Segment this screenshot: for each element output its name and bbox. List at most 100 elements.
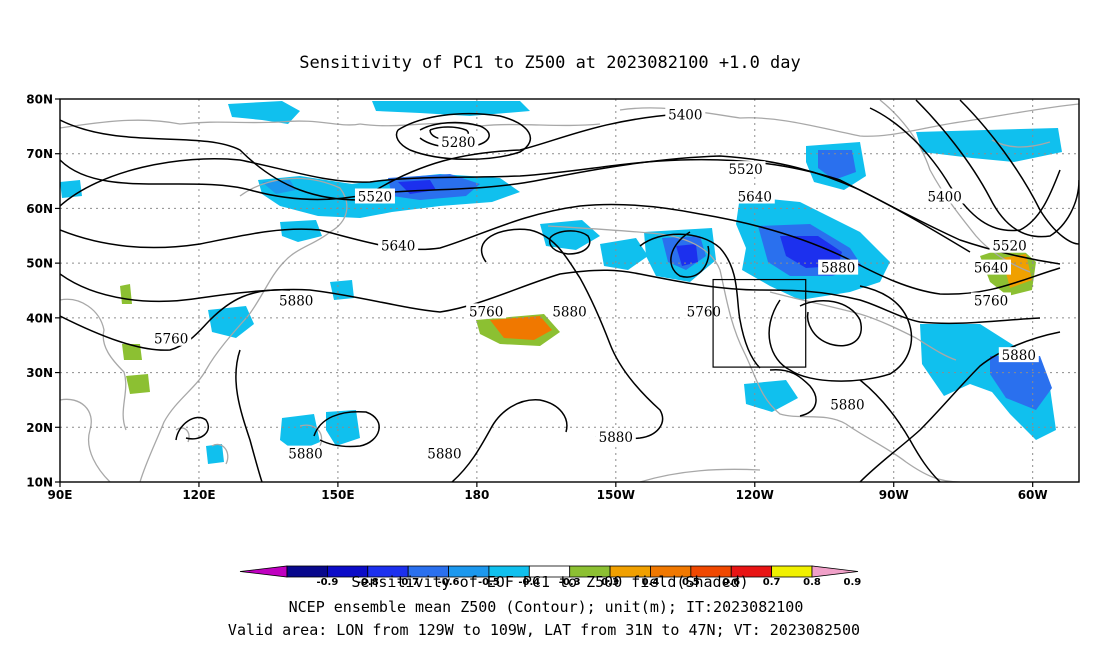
shading-blob: [120, 284, 132, 304]
colorbar-tick-label: -0.6: [438, 577, 460, 588]
coastline-segment: [139, 177, 348, 482]
contour-label-bg: [595, 429, 636, 445]
contour-label-bg: [438, 133, 479, 149]
z500-contour-line: [859, 379, 941, 482]
contour-label-bg: [734, 188, 775, 204]
contour-label: 5880: [288, 447, 322, 463]
coastline-segment: [60, 298, 127, 431]
contour-label: 5760: [154, 332, 188, 348]
contour-label-bg: [276, 292, 317, 308]
contour-label: 5760: [974, 293, 1008, 309]
shading-blob: [600, 238, 648, 270]
contour-label: 5400: [927, 189, 961, 205]
shading-blob: [744, 380, 798, 412]
colorbar-tick-label: 0.6: [722, 577, 740, 588]
contour-label: 5520: [358, 189, 392, 205]
lon-tick-label: 60W: [1018, 488, 1048, 502]
lat-tick-label: 80N: [26, 93, 53, 107]
shading-blob: [372, 101, 530, 116]
contour-label: 5760: [687, 304, 721, 320]
lon-tick-label: 150E: [321, 488, 354, 502]
z500-contour-line: [799, 299, 863, 347]
colorbar-tick-label: -0.3: [559, 577, 581, 588]
contour-label: 5880: [830, 397, 864, 413]
footer-line-2: NCEP ensemble mean Z500 (Contour); unit(…: [289, 598, 804, 616]
contour-label: 5880: [599, 430, 633, 446]
contour-label: 5520: [992, 239, 1026, 255]
contour-label: 5640: [974, 261, 1008, 277]
contour-label: 5400: [668, 107, 702, 123]
z500-contour-line: [175, 416, 209, 441]
colorbar-tick-label: -0.5: [478, 577, 500, 588]
latitude-axis: 80N 70N 60N 50N 40N 30N 20N 10N: [26, 93, 60, 490]
z500-contour-line: [768, 285, 913, 382]
contour-label-bg: [424, 445, 465, 461]
z500-contour-line: [60, 269, 1041, 325]
coastline-segment: [211, 443, 229, 465]
shading-blob: [330, 280, 354, 300]
shading-blob: [540, 220, 600, 250]
shading-blob: [262, 180, 296, 194]
contour-label-bg: [827, 396, 868, 412]
lat-tick-label: 60N: [26, 202, 53, 216]
z500-contour-line: [235, 349, 263, 482]
contour-label-bg: [970, 292, 1011, 308]
contour-label: 5880: [427, 447, 461, 463]
sensitivity-shading: [60, 101, 1062, 464]
shading-blob: [208, 306, 254, 338]
map-border: [59, 98, 1080, 483]
z500-contour-line: [859, 331, 1061, 482]
z500-contour-line: [451, 399, 568, 482]
z500-contour-line: [480, 228, 664, 440]
colorbar-right-arrow: [811, 565, 859, 578]
z500-contour-line: [313, 410, 380, 448]
lat-tick-label: 50N: [26, 257, 53, 271]
shading-blob: [280, 220, 322, 242]
lat-tick-label: 40N: [26, 311, 53, 325]
lon-tick-label: 120W: [736, 488, 774, 502]
gridlines: [60, 99, 1079, 482]
colorbar-tick-label: -0.7: [397, 577, 419, 588]
colorbar-swatch: [771, 565, 813, 578]
map-panel: 5400 5280 5520 5520 5640 5400 5640 5520 5880 5640…: [26, 93, 1080, 502]
colorbar-left-arrow: [239, 565, 288, 578]
colorbar-tick-label: 0.4: [642, 577, 660, 588]
z500-contour-line: [769, 368, 817, 417]
shading-blob: [818, 150, 856, 180]
shading-blob: [122, 344, 142, 360]
contour-label-bg: [285, 445, 326, 461]
shading-blob: [60, 180, 82, 198]
lat-tick-label: 30N: [26, 366, 53, 380]
shading-blob: [126, 374, 150, 394]
z500-contours: [60, 99, 1079, 482]
coastline-segment: [60, 398, 111, 482]
z500-contour-line: [395, 112, 532, 161]
coastline-segment: [769, 291, 957, 361]
lon-tick-label: 90W: [879, 488, 909, 502]
longitude-axis: 90E 120E 150E 180 150W 120W 90W 60W: [48, 482, 1048, 502]
contour-label: 5520: [728, 162, 762, 178]
z500-contour-line: [60, 158, 1061, 265]
footer-line-1: Sensitivity of EOF PC1 to Z500 field(Sha…: [351, 573, 748, 591]
shading-blob: [490, 316, 552, 340]
lat-tick-label: 70N: [26, 147, 53, 161]
contour-label-bg: [924, 188, 965, 204]
coastline-segment: [60, 119, 361, 129]
contour-label-bg: [354, 188, 395, 204]
shading-blob: [326, 410, 360, 446]
colorbar-tick-label: -0.9: [316, 577, 338, 588]
colorbar-tick-label: 0.8: [803, 577, 821, 588]
lat-tick-label: 20N: [26, 421, 53, 435]
contour-label: 5880: [552, 304, 586, 320]
contour-label-bg: [683, 303, 724, 319]
lon-tick-label: 90E: [48, 488, 73, 502]
coastline-segment: [639, 468, 761, 482]
colorbar-tick-label: 0.7: [763, 577, 781, 588]
z500-contour-line: [670, 231, 710, 278]
z500-contour-line: [915, 99, 1079, 238]
lon-tick-label: 180: [464, 488, 489, 502]
colorbar-tick-label: 0.3: [601, 577, 619, 588]
contour-label-bg: [549, 303, 590, 319]
contour-label-bg: [466, 303, 507, 319]
